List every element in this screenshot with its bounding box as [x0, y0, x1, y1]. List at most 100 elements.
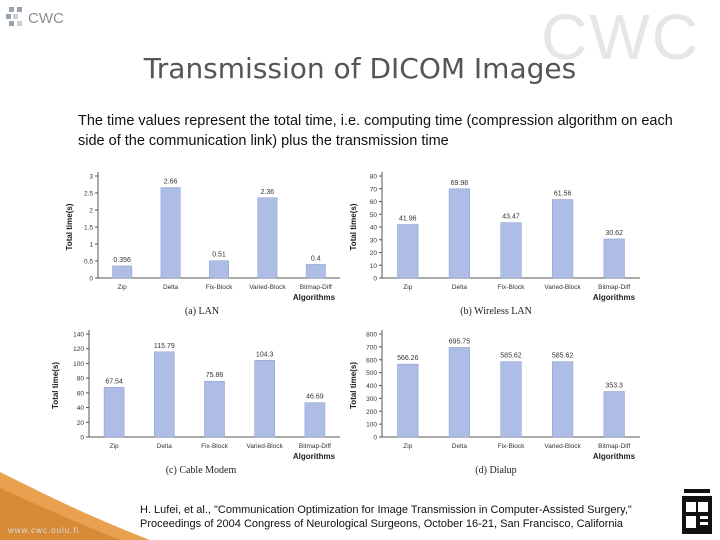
y-tick-label: 140: [73, 332, 84, 339]
bar-fix-block: [500, 222, 522, 279]
y-tick-label: 0: [373, 276, 377, 283]
y-tick-label: 400: [366, 383, 377, 390]
x-tick-label: Bitmap-Diff: [598, 443, 630, 450]
y-tick-label: 0: [89, 276, 93, 283]
data-label: 2.36: [261, 189, 275, 196]
citation: H. Lufei, et al., "Communication Optimiz…: [140, 503, 632, 531]
data-label: 2.66: [164, 179, 178, 186]
x-tick-label: Zip: [403, 284, 412, 291]
x-tick-label: Varied-Block: [544, 443, 581, 450]
data-label: 104.3: [256, 351, 274, 358]
y-tick-label: 2.5: [84, 191, 93, 198]
x-axis-label: Algorithms: [293, 452, 336, 461]
x-tick-label: Zip: [118, 284, 127, 291]
cwc-logo: CWC: [6, 5, 66, 35]
y-tick-label: 80: [77, 376, 85, 383]
bar-delta: [160, 187, 181, 279]
citation-line-1: H. Lufei, et al., "Communication Optimiz…: [140, 504, 632, 516]
y-tick-label: 2: [89, 208, 93, 215]
y-tick-label: 800: [366, 332, 377, 339]
x-tick-label: Delta: [452, 284, 468, 291]
bar-zip: [397, 363, 419, 438]
data-label: 0.51: [212, 252, 226, 259]
y-tick-label: 700: [366, 344, 377, 351]
bar-zip: [103, 387, 125, 438]
bar-delta: [448, 188, 470, 279]
x-tick-label: Bitmap-Diff: [299, 443, 331, 450]
data-label: 353.3: [605, 383, 623, 390]
slide-title: Transmission of DICOM Images: [143, 52, 577, 85]
x-tick-label: Fix-Block: [498, 443, 525, 450]
y-tick-label: 20: [77, 420, 85, 427]
data-label: 61.56: [554, 191, 572, 198]
y-axis-label: Total time(s): [65, 203, 74, 250]
data-label: 43.47: [502, 214, 520, 221]
x-tick-label: Varied-Block: [544, 284, 581, 291]
y-tick-label: 0: [80, 435, 84, 442]
data-label: 695.75: [449, 338, 471, 345]
y-tick-label: 3: [89, 174, 93, 181]
bar-varied-block: [552, 361, 574, 438]
y-tick-label: 1.5: [84, 225, 93, 232]
data-label: 585.62: [500, 353, 522, 360]
y-tick-label: 0.5: [84, 259, 93, 266]
y-tick-label: 0: [373, 435, 377, 442]
y-axis-label: Total time(s): [349, 203, 358, 250]
bar-varied-block: [552, 199, 574, 279]
bar-bitmap-diff: [305, 264, 326, 279]
bar-fix-block: [500, 361, 522, 438]
chart-title: (c) Cable Modem: [166, 465, 237, 476]
y-tick-label: 50: [370, 212, 378, 219]
data-label: 115.79: [154, 343, 175, 350]
x-tick-label: Zip: [110, 443, 119, 450]
x-tick-label: Bitmap-Diff: [598, 284, 630, 291]
x-tick-label: Delta: [452, 443, 468, 450]
data-label: 41.96: [399, 216, 417, 223]
x-tick-label: Varied-Block: [247, 443, 284, 450]
data-label: 585.62: [552, 353, 574, 360]
y-tick-label: 100: [366, 422, 377, 429]
y-tick-label: 600: [366, 357, 377, 364]
x-tick-label: Varied-Block: [249, 284, 286, 291]
data-label: 46.69: [306, 394, 324, 401]
y-tick-label: 40: [370, 225, 378, 232]
chart-title: (d) Dialup: [475, 465, 516, 476]
data-label: 67.54: [105, 378, 123, 385]
y-tick-label: 20: [370, 250, 378, 257]
x-axis-label: Algorithms: [593, 452, 636, 461]
y-tick-label: 40: [77, 405, 85, 412]
x-axis-label: Algorithms: [293, 293, 336, 302]
y-tick-label: 300: [366, 396, 377, 403]
watermark-text: CWC: [541, 1, 700, 73]
y-tick-label: 100: [73, 361, 84, 368]
x-tick-label: Delta: [163, 284, 179, 291]
x-tick-label: Fix-Block: [498, 284, 525, 291]
y-tick-label: 60: [370, 199, 378, 206]
citation-line-2: Proceedings of 2004 Congress of Neurolog…: [140, 518, 624, 530]
y-tick-label: 10: [370, 263, 378, 270]
y-tick-label: 120: [73, 346, 84, 353]
bar-delta: [154, 351, 175, 438]
bar-fix-block: [204, 380, 225, 438]
data-label: 75.86: [206, 372, 224, 379]
bar-zip: [112, 265, 133, 279]
data-label: 0.356: [113, 257, 131, 264]
logo-squares-icon: [6, 7, 28, 29]
bar-zip: [397, 224, 419, 279]
y-tick-label: 1: [89, 242, 93, 249]
bar-bitmap-diff: [603, 391, 625, 438]
chart-title: (a) LAN: [185, 306, 219, 317]
logo-text: CWC: [28, 10, 64, 27]
bar-bitmap-diff: [304, 402, 326, 438]
y-tick-label: 80: [370, 174, 378, 181]
site-url: www.cwc.oulu.fi: [8, 526, 80, 535]
data-label: 0.4: [311, 255, 321, 262]
y-axis-label: Total time(s): [51, 362, 60, 409]
x-tick-label: Zip: [403, 443, 412, 450]
bottom-wave-decoration: [0, 472, 150, 540]
data-label: 30.62: [605, 230, 623, 237]
x-axis-label: Algorithms: [593, 293, 636, 302]
y-tick-label: 200: [366, 409, 377, 416]
